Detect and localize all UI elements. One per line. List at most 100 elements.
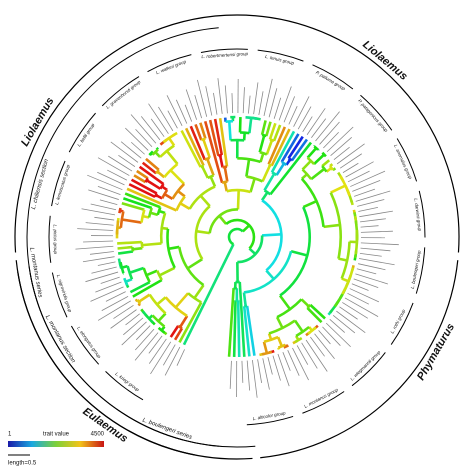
branch [280, 133, 300, 163]
branch [275, 162, 286, 176]
tip-label-stub [217, 78, 223, 114]
node-arc [166, 228, 176, 269]
tip-label-stub [359, 252, 382, 257]
tip-label-stub [91, 266, 117, 274]
branch [199, 194, 211, 207]
tip-label-stub [339, 306, 358, 320]
tip-label-stub [336, 310, 366, 333]
branch [184, 127, 205, 167]
tip-label-stub [288, 106, 298, 125]
group-label: L. nigroviridis group [56, 274, 73, 313]
branch [154, 151, 161, 158]
branch [236, 190, 240, 210]
tip-label-stub [88, 189, 119, 200]
branch [125, 277, 133, 283]
branch [245, 305, 256, 356]
tip-label-stub [97, 300, 131, 321]
node-arc [283, 344, 289, 349]
node-arc [207, 174, 215, 180]
branch [182, 243, 235, 346]
branch [196, 229, 210, 235]
node-arc [276, 298, 303, 319]
tip-label-stub [229, 360, 232, 389]
tip-label-stub [100, 276, 120, 284]
tip-label-stub [118, 154, 136, 167]
tip-label-stub [314, 333, 335, 359]
branch [321, 159, 331, 168]
tip-label-stub [185, 89, 198, 120]
tip-label-stub [246, 360, 251, 391]
group-arc [415, 247, 426, 294]
branch [126, 187, 177, 212]
tip-label-stub [355, 190, 391, 202]
tip-label-stub [292, 347, 309, 381]
tip-label-stub [287, 349, 300, 376]
tip-label-stub [130, 141, 145, 155]
tip-label-stub [344, 297, 379, 317]
group-label: L. wiegmannii group [349, 349, 381, 381]
node-arc [163, 163, 179, 179]
node-arc [159, 183, 165, 190]
branch [173, 327, 184, 341]
branch [160, 325, 166, 332]
group-arc [200, 48, 248, 53]
branch [141, 161, 157, 175]
section-arc [116, 408, 256, 448]
tip-label-stub [97, 171, 125, 186]
tip-label-stub [347, 292, 370, 305]
branch [223, 166, 229, 182]
group-arc [48, 215, 52, 263]
node-arc [237, 157, 261, 164]
tip-label-stub [176, 349, 185, 366]
branch [227, 121, 232, 141]
tip-label-stub [89, 251, 114, 255]
tip-label-stub [262, 358, 270, 390]
tip-label-stub [184, 104, 193, 122]
node-arc [162, 133, 176, 144]
node-arc [279, 206, 311, 297]
tip-label-stub [75, 245, 114, 250]
group-label: L. robertmertensi group [201, 51, 249, 59]
branch [332, 167, 337, 172]
tip-label-stub [359, 210, 393, 218]
branch [260, 191, 269, 201]
section-label: L. montanus section [44, 315, 76, 365]
branch [268, 122, 277, 140]
group-arc [390, 302, 414, 345]
group-arc [101, 76, 140, 107]
branch [117, 245, 133, 250]
branch [287, 135, 304, 159]
tip-label-stub [352, 180, 381, 192]
tip-label-stub [353, 278, 379, 288]
branch [218, 215, 228, 225]
tip-label-stub [167, 110, 178, 129]
node-arc [171, 182, 186, 200]
tip-label-stub [351, 283, 369, 291]
tip-label-stub [357, 199, 385, 207]
node-arc [175, 195, 186, 212]
tip-label-stub [140, 116, 161, 141]
branch [323, 223, 341, 229]
node-arc [142, 267, 151, 283]
branch [130, 178, 158, 195]
tip-label-stub [310, 336, 325, 357]
branch [301, 159, 312, 171]
tip-label-stub [148, 335, 163, 354]
tip-label-stub [326, 126, 354, 153]
branch [262, 341, 269, 354]
branch [129, 281, 151, 294]
group-arc [70, 325, 100, 365]
branch [294, 335, 300, 341]
tip-label-stub [358, 207, 379, 212]
group-label: L. elongatus group [76, 326, 102, 360]
tip-label-stub [360, 242, 399, 246]
branch [158, 266, 176, 277]
branch [148, 314, 154, 320]
tip-label-stub [166, 95, 183, 126]
group-arc [68, 112, 96, 153]
outer-arc [260, 260, 459, 459]
branch [149, 211, 159, 217]
tip-label-stub [278, 86, 292, 121]
tip-label-stub [123, 317, 144, 336]
